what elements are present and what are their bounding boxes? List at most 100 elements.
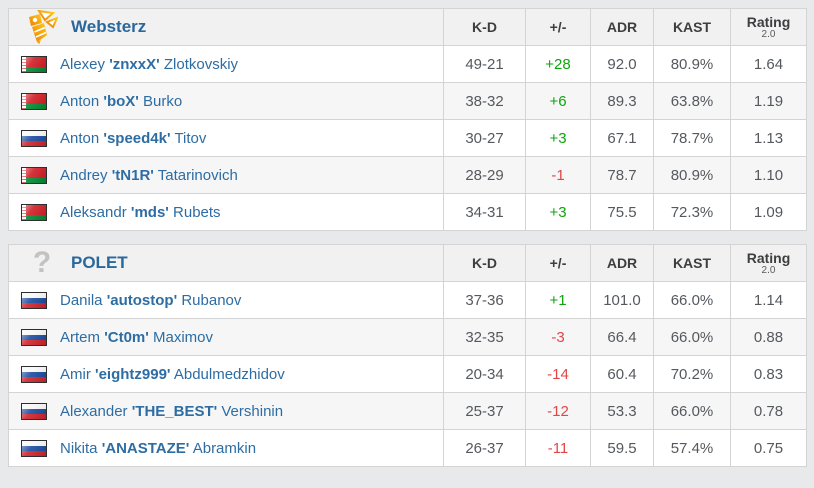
plus-minus-value: +3 <box>525 119 591 157</box>
rating-value: 0.88 <box>730 318 807 356</box>
column-header-kd: K-D <box>443 244 526 282</box>
adr-value: 59.5 <box>590 429 654 467</box>
player-name-link[interactable]: Aleksandr 'mds' Rubets <box>60 203 221 221</box>
team-logo-hornet-icon <box>25 10 59 44</box>
adr-value: 78.7 <box>590 156 654 194</box>
kast-value: 66.0% <box>653 281 731 319</box>
team-logo-placeholder-icon: ? <box>32 246 52 279</box>
player-row: Alexander 'THE_BEST' Vershinin 25-37 -12… <box>8 392 807 430</box>
plus-minus-value: +6 <box>525 82 591 120</box>
country-flag-icon <box>21 92 47 110</box>
rating-value: 0.75 <box>730 429 807 467</box>
player-row: Amir 'eightz999' Abdulmedzhidov 20-34 -1… <box>8 355 807 393</box>
plus-minus-value: -3 <box>525 318 591 356</box>
rating-value: 1.13 <box>730 119 807 157</box>
kast-value: 66.0% <box>653 392 731 430</box>
plus-minus-value: -1 <box>525 156 591 194</box>
kast-value: 57.4% <box>653 429 731 467</box>
column-header-rating: Rating 2.0 <box>730 8 807 46</box>
kd-value: 49-21 <box>443 45 526 83</box>
country-flag-icon <box>21 328 47 346</box>
rating-value: 1.19 <box>730 82 807 120</box>
player-row: Aleksandr 'mds' Rubets 34-31 +3 75.5 72.… <box>8 193 807 231</box>
player-name-link[interactable]: Alexey 'znxxX' Zlotkovskiy <box>60 55 239 73</box>
kd-value: 30-27 <box>443 119 526 157</box>
player-name-link[interactable]: Anton 'boX' Burko <box>60 92 183 110</box>
kast-value: 63.8% <box>653 82 731 120</box>
kd-value: 25-37 <box>443 392 526 430</box>
column-header-plus-minus: +/- <box>525 244 591 282</box>
column-header-kast: KAST <box>653 244 731 282</box>
rating-value: 1.09 <box>730 193 807 231</box>
kast-value: 80.9% <box>653 45 731 83</box>
player-row: Andrey 'tN1R' Tatarinovich 28-29 -1 78.7… <box>8 156 807 194</box>
player-row: Danila 'autostop' Rubanov 37-36 +1 101.0… <box>8 281 807 319</box>
rating-value: 0.83 <box>730 355 807 393</box>
player-name-link[interactable]: Anton 'speed4k' Titov <box>60 129 207 147</box>
rating-value: 1.64 <box>730 45 807 83</box>
player-row: Anton 'speed4k' Titov 30-27 +3 67.1 78.7… <box>8 119 807 157</box>
team-header-row: ? Websterz K-D +/- ADR KAST Rating 2.0 <box>8 8 807 46</box>
player-row: Artem 'Ct0m' Maximov 32-35 -3 66.4 66.0%… <box>8 318 807 356</box>
player-row: Alexey 'znxxX' Zlotkovskiy 49-21 +28 92.… <box>8 45 807 83</box>
plus-minus-value: +28 <box>525 45 591 83</box>
player-name-link[interactable]: Artem 'Ct0m' Maximov <box>60 328 214 346</box>
player-name-link[interactable]: Nikita 'ANASTAZE' Abramkin <box>60 439 257 457</box>
column-header-rating: Rating 2.0 <box>730 244 807 282</box>
adr-value: 53.3 <box>590 392 654 430</box>
team-name-link[interactable]: POLET <box>71 253 128 272</box>
player-row: Anton 'boX' Burko 38-32 +6 89.3 63.8% 1.… <box>8 82 807 120</box>
country-flag-icon <box>21 402 47 420</box>
rating-value: 1.14 <box>730 281 807 319</box>
plus-minus-value: +3 <box>525 193 591 231</box>
kast-value: 70.2% <box>653 355 731 393</box>
player-name-link[interactable]: Amir 'eightz999' Abdulmedzhidov <box>60 365 285 383</box>
team-stats-table: ? POLET K-D +/- ADR KAST Rating 2.0 <box>8 244 807 467</box>
team-header-row: ? POLET K-D +/- ADR KAST Rating 2.0 <box>8 244 807 282</box>
player-name-link[interactable]: Alexander 'THE_BEST' Vershinin <box>60 402 284 420</box>
kd-value: 20-34 <box>443 355 526 393</box>
column-header-adr: ADR <box>590 8 654 46</box>
kd-value: 26-37 <box>443 429 526 467</box>
column-header-plus-minus: +/- <box>525 8 591 46</box>
adr-value: 67.1 <box>590 119 654 157</box>
adr-value: 75.5 <box>590 193 654 231</box>
country-flag-icon <box>21 365 47 383</box>
kd-value: 37-36 <box>443 281 526 319</box>
country-flag-icon <box>21 129 47 147</box>
kd-value: 38-32 <box>443 82 526 120</box>
column-header-kast: KAST <box>653 8 731 46</box>
plus-minus-value: +1 <box>525 281 591 319</box>
stats-tables-container: ? Websterz K-D +/- ADR KAST Rating 2.0 <box>8 8 807 467</box>
adr-value: 66.4 <box>590 318 654 356</box>
country-flag-icon <box>21 55 47 73</box>
column-header-adr: ADR <box>590 244 654 282</box>
player-name-link[interactable]: Danila 'autostop' Rubanov <box>60 291 242 309</box>
rating-value: 0.78 <box>730 392 807 430</box>
country-flag-icon <box>21 439 47 457</box>
player-row: Nikita 'ANASTAZE' Abramkin 26-37 -11 59.… <box>8 429 807 467</box>
country-flag-icon <box>21 166 47 184</box>
rating-value: 1.10 <box>730 156 807 194</box>
adr-value: 101.0 <box>590 281 654 319</box>
adr-value: 92.0 <box>590 45 654 83</box>
adr-value: 89.3 <box>590 82 654 120</box>
kd-value: 28-29 <box>443 156 526 194</box>
plus-minus-value: -14 <box>525 355 591 393</box>
plus-minus-value: -12 <box>525 392 591 430</box>
plus-minus-value: -11 <box>525 429 591 467</box>
kast-value: 78.7% <box>653 119 731 157</box>
player-name-link[interactable]: Andrey 'tN1R' Tatarinovich <box>60 166 238 184</box>
adr-value: 60.4 <box>590 355 654 393</box>
kast-value: 66.0% <box>653 318 731 356</box>
team-stats-table: ? Websterz K-D +/- ADR KAST Rating 2.0 <box>8 8 807 231</box>
kd-value: 32-35 <box>443 318 526 356</box>
kast-value: 72.3% <box>653 193 731 231</box>
column-header-kd: K-D <box>443 8 526 46</box>
kast-value: 80.9% <box>653 156 731 194</box>
kd-value: 34-31 <box>443 193 526 231</box>
country-flag-icon <box>21 203 47 221</box>
country-flag-icon <box>21 291 47 309</box>
team-name-link[interactable]: Websterz <box>71 17 147 36</box>
